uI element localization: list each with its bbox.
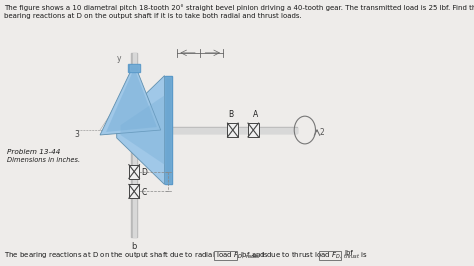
Text: y: y [117,54,121,63]
Text: The figure shows a 10 diametral pitch 18-tooth 20° straight bevel pinion driving: The figure shows a 10 diametral pitch 18… [4,4,474,19]
Bar [128,64,140,72]
Bar [164,76,172,184]
Text: Dimensions in inches.: Dimensions in inches. [8,157,81,163]
Bar [248,123,259,137]
Polygon shape [120,95,164,165]
Bar [129,165,139,178]
Bar [228,123,238,137]
Text: 2: 2 [319,127,324,136]
Text: 3: 3 [75,131,80,139]
Text: D: D [142,168,147,177]
Text: b: b [131,242,137,251]
Text: lbf and due to thrust load $F_{D,\ thrust}$ is: lbf and due to thrust load $F_{D,\ thrus… [240,250,367,260]
Polygon shape [106,72,157,132]
Text: Problem 13-44: Problem 13-44 [8,149,61,155]
Text: The bearing reactions at D on the output shaft due to radial load $F_{D,\ radial: The bearing reactions at D on the output… [4,250,268,260]
Text: C: C [142,188,147,197]
Text: B: B [228,110,233,119]
Bar [172,128,297,132]
Polygon shape [117,76,164,184]
Bar [131,53,137,237]
Bar [129,65,139,71]
Bar [319,251,341,260]
Text: lbf: lbf [344,250,353,256]
Polygon shape [100,69,161,135]
Bar [172,127,297,134]
Bar [214,251,237,260]
Text: A: A [253,110,258,119]
Bar [133,53,136,237]
Bar [129,184,139,198]
Bar [165,77,171,184]
